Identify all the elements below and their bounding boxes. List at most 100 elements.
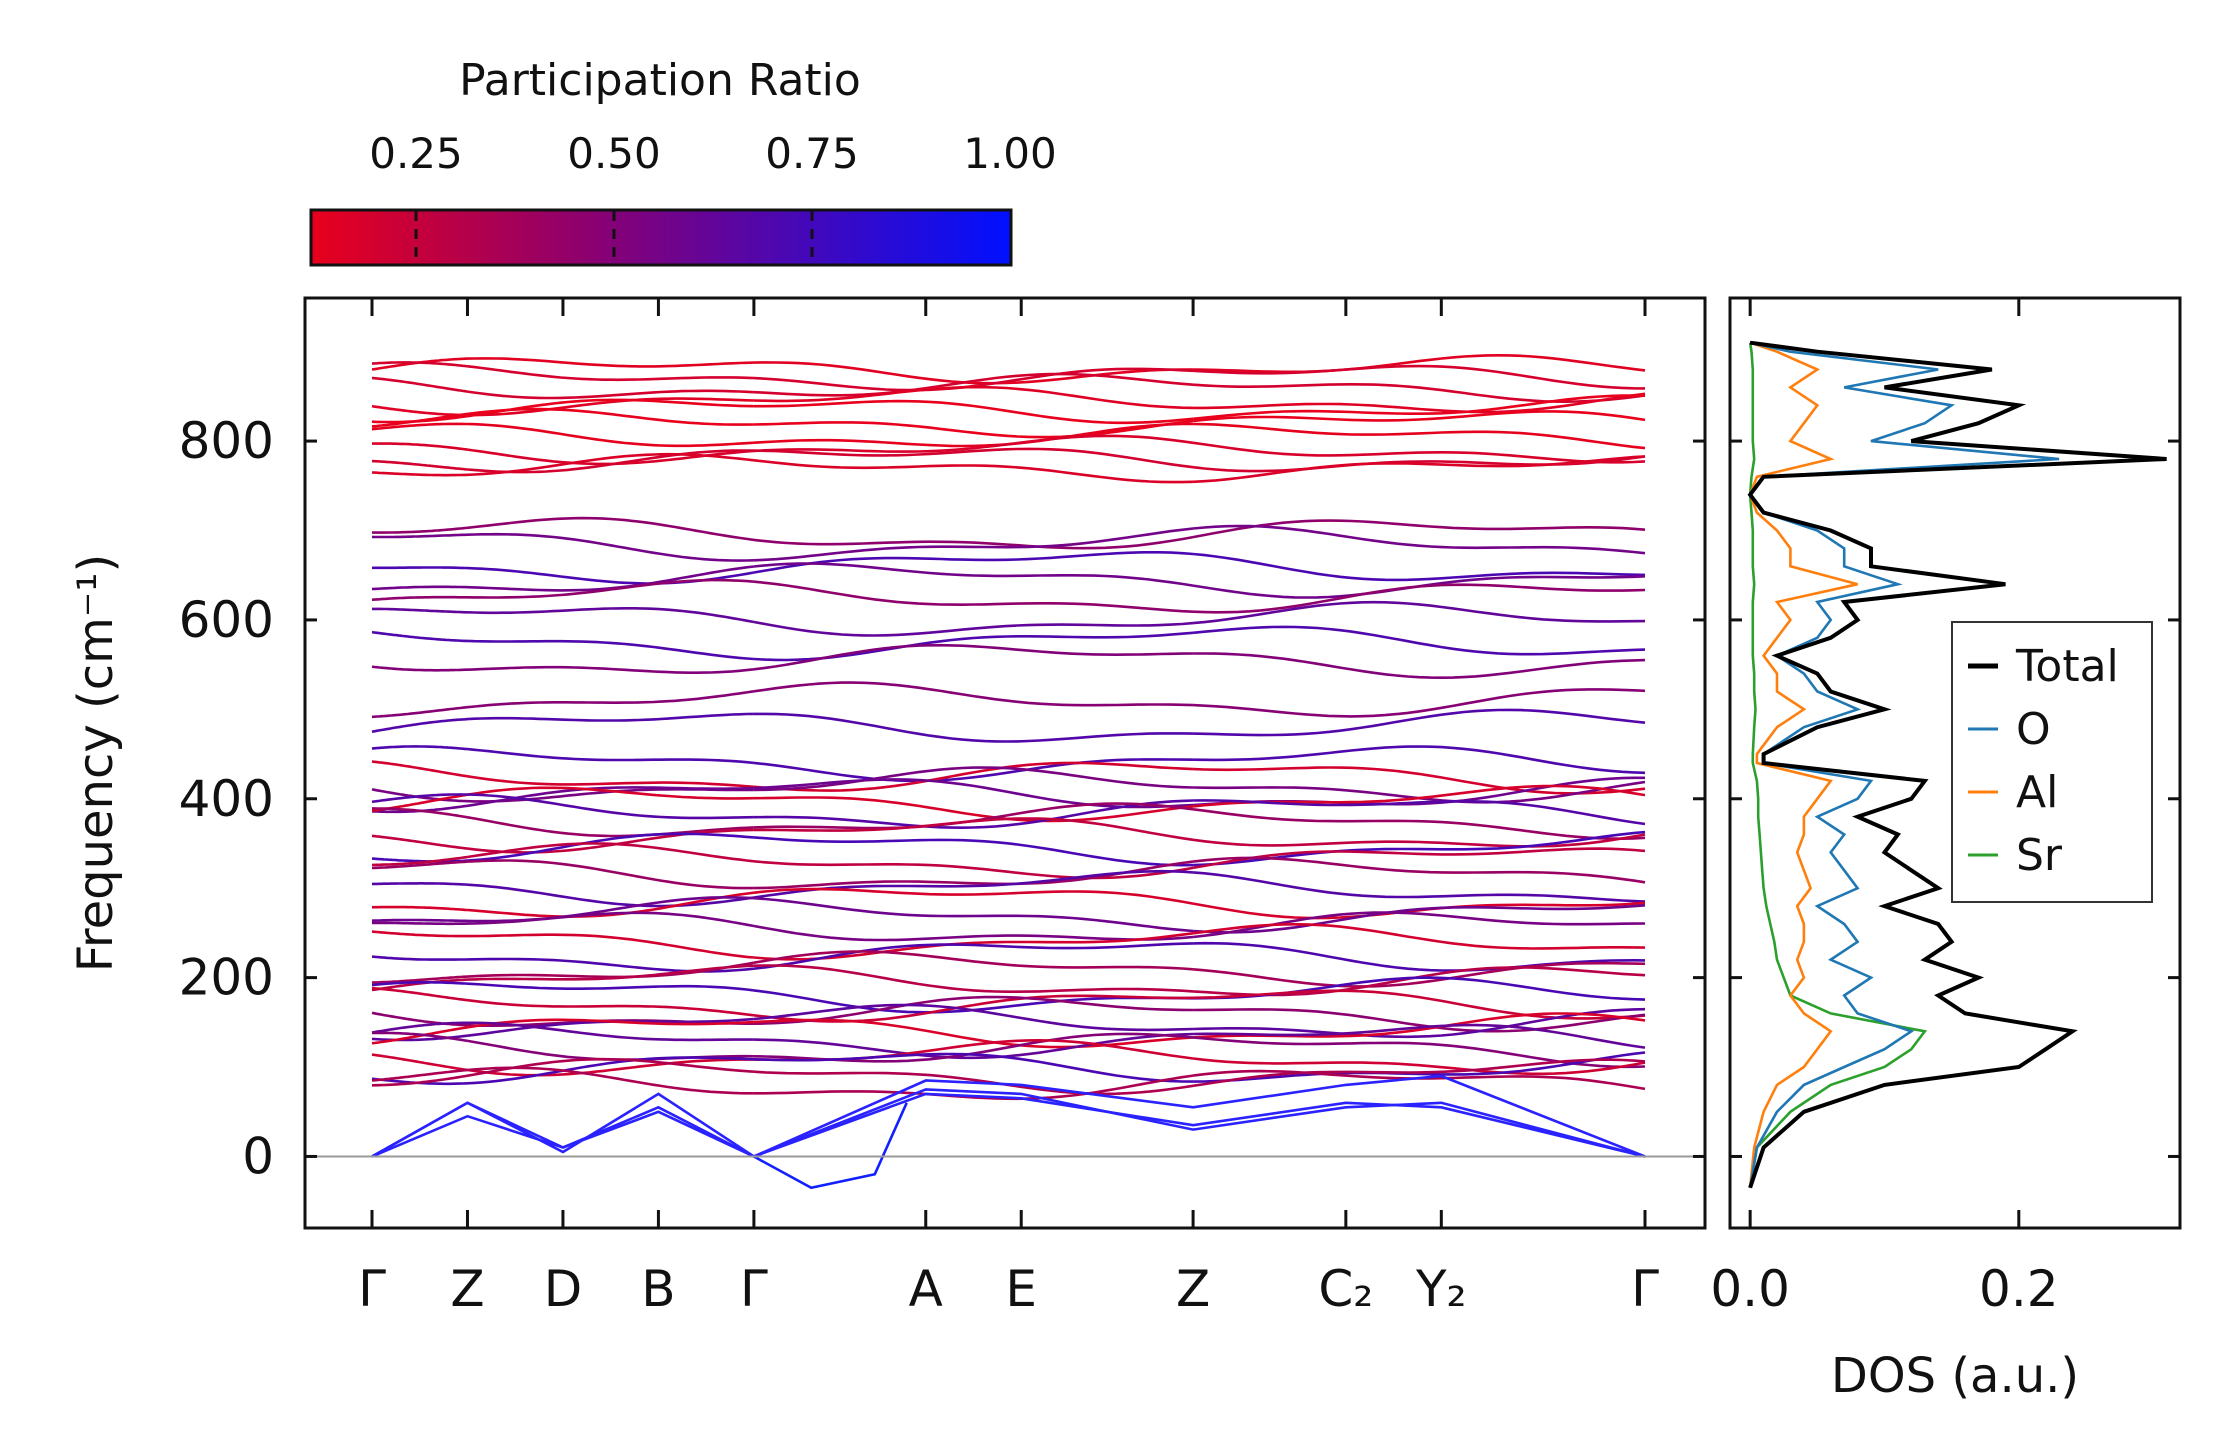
phonon-branch xyxy=(467,422,754,448)
legend-label-sr: Sr xyxy=(2016,830,2063,881)
phonon-branch xyxy=(467,891,755,918)
legend-label-o: O xyxy=(2016,704,2051,755)
acoustic-branch xyxy=(371,1088,1646,1158)
phonon-branch xyxy=(467,389,754,400)
phonon-branch xyxy=(753,372,1194,397)
phonon-branch xyxy=(753,434,1194,453)
phonon-branch xyxy=(372,882,468,886)
phonon-branch xyxy=(753,887,1194,905)
phonon-branch xyxy=(371,834,468,850)
phonon-branch xyxy=(371,412,468,428)
y-tick-label: 400 xyxy=(179,770,274,828)
phonon-branch xyxy=(371,717,468,733)
phonon-branch xyxy=(1193,904,1646,934)
legend-entry-total: Total xyxy=(1968,641,2119,692)
phonon-branch xyxy=(467,712,754,722)
high-symmetry-label: Z xyxy=(1176,1260,1210,1318)
dos-y-ticks xyxy=(1730,439,2180,1158)
phonon-branch xyxy=(1192,833,1646,848)
high-symmetry-label: B xyxy=(641,1260,675,1318)
phonon-branch xyxy=(753,620,1194,637)
colorbar-tick-label: 0.25 xyxy=(369,129,463,178)
phonon-branch xyxy=(1193,455,1646,484)
phonon-branch xyxy=(753,860,1194,880)
phonon-branch xyxy=(467,911,755,928)
phonon-branch xyxy=(467,747,755,765)
phonon-branch xyxy=(753,1003,1194,1032)
dos-curve-total xyxy=(1747,340,2167,1189)
phonon-branch xyxy=(467,786,754,800)
phonon-branch xyxy=(467,982,755,992)
phonon-branch xyxy=(1193,1023,1646,1049)
phonon-branch xyxy=(467,357,754,368)
band-y-axis-label: Frequency (cm⁻¹) xyxy=(68,554,124,972)
phonon-branch xyxy=(1192,847,1646,870)
phonon-branch xyxy=(753,766,1194,792)
phonon-branch xyxy=(753,422,1194,448)
phonon-branch xyxy=(467,365,754,382)
phonon-branch xyxy=(371,595,468,602)
phonon-branch xyxy=(753,761,1194,792)
phonon-branch xyxy=(371,905,468,912)
phonon-branch xyxy=(372,807,468,819)
phonon-branch xyxy=(467,578,755,599)
phonon-branch xyxy=(467,842,755,863)
legend-entry-al: Al xyxy=(1968,767,2058,818)
phonon-branch xyxy=(1192,519,1646,539)
phonon-branch xyxy=(371,981,468,987)
phonon-branch xyxy=(371,745,468,751)
dos-x-tick-label: 0.2 xyxy=(1979,1260,2059,1318)
phonon-branch xyxy=(1193,392,1646,414)
phonon-branch xyxy=(371,1053,468,1072)
phonon-branch xyxy=(467,964,754,981)
phonon-branch xyxy=(1192,552,1646,582)
high-symmetry-label: Z xyxy=(450,1260,484,1318)
phonon-branch xyxy=(753,995,1194,1025)
legend-label-total: Total xyxy=(2015,641,2119,692)
phonon-branch xyxy=(371,1031,468,1043)
phonon-branch xyxy=(1192,441,1646,464)
legend-entry-o: O xyxy=(1968,704,2051,755)
phonon-branch xyxy=(371,793,468,804)
phonon-branch xyxy=(371,1068,468,1082)
phonon-branch xyxy=(753,535,1194,550)
legend-label-al: Al xyxy=(2016,767,2058,818)
phonon-branch xyxy=(467,859,754,890)
dos-curve-o xyxy=(1748,341,2060,1189)
phonon-branch xyxy=(1193,766,1646,795)
phonon-branch xyxy=(1193,688,1646,718)
colorbar-gradient xyxy=(309,208,1013,267)
y-tick-label: 600 xyxy=(179,591,274,649)
high-symmetry-label: Γ xyxy=(740,1260,768,1318)
phonon-branch xyxy=(753,1032,1194,1060)
phonon-branch xyxy=(753,796,1194,823)
phonon-branch xyxy=(1193,966,1646,997)
phonon-branch xyxy=(371,857,468,863)
phonon-branch xyxy=(467,690,755,709)
phonon-branch xyxy=(467,1066,754,1095)
phonon-branch xyxy=(467,397,754,417)
phonon-branch xyxy=(372,566,468,570)
dos-x-axis-label: DOS (a.u.) xyxy=(1831,1348,2079,1404)
high-symmetry-label: Γ xyxy=(358,1260,386,1318)
band-x-ticks: Γ Z D B Γ A E Z C₂ Y₂ Γ xyxy=(358,298,1659,1318)
band-axes-frame xyxy=(303,296,1707,1230)
phonon-branch xyxy=(371,585,468,591)
phonon-branch xyxy=(753,1070,1194,1096)
phonon-branch xyxy=(371,404,468,417)
high-symmetry-label: A xyxy=(909,1260,943,1318)
phonon-branch xyxy=(371,1021,468,1034)
y-tick-label: 0 xyxy=(242,1127,274,1185)
phonon-branch xyxy=(371,422,468,431)
colorbar: Participation Ratio 0.25 0.50 0.75 1.00 xyxy=(309,55,1057,267)
phonon-branch xyxy=(1192,961,1646,988)
phonon-branch xyxy=(1192,524,1646,555)
phonon-branch xyxy=(371,860,468,870)
phonon-branch xyxy=(1193,1007,1646,1039)
phonon-branch xyxy=(372,1074,468,1087)
phonon-branch xyxy=(372,526,468,534)
phonon-branch xyxy=(753,817,1194,842)
phonon-branch xyxy=(1193,1008,1646,1033)
phonon-branch xyxy=(467,1018,754,1029)
